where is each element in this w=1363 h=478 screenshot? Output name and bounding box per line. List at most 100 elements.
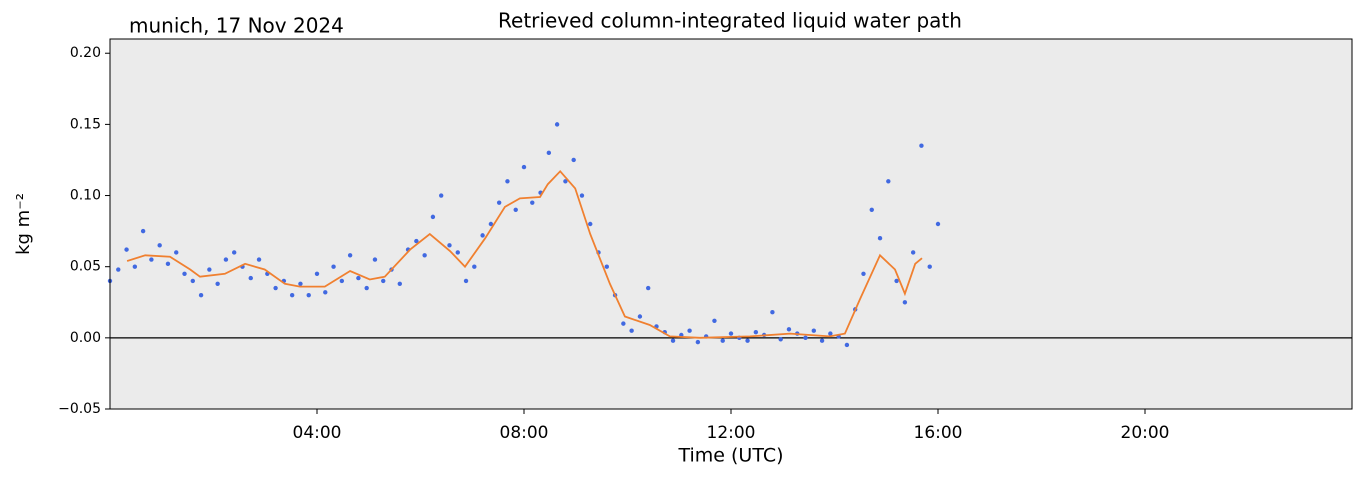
data-point <box>381 278 386 284</box>
data-point <box>480 233 485 238</box>
data-point <box>786 327 792 332</box>
data-point <box>687 328 692 333</box>
x-tick-label: 12:00 <box>707 423 756 443</box>
data-point <box>861 271 866 277</box>
data-point <box>910 250 916 255</box>
data-point <box>894 278 899 284</box>
data-point <box>571 157 576 163</box>
data-point <box>728 331 734 336</box>
data-point <box>919 143 924 148</box>
data-point <box>132 264 138 269</box>
data-point <box>579 193 585 198</box>
y-axis-label: kg m⁻² <box>13 193 34 255</box>
x-tick-label: 20:00 <box>1121 423 1170 443</box>
data-point <box>927 264 932 269</box>
plot-frame <box>109 38 1353 410</box>
data-point <box>819 338 825 343</box>
data-point <box>455 250 460 255</box>
data-point <box>770 310 775 315</box>
data-point <box>140 228 146 234</box>
data-point <box>521 164 527 170</box>
data-point <box>646 285 651 291</box>
plot-background <box>110 39 1352 409</box>
data-point <box>447 243 452 248</box>
data-point <box>439 193 444 198</box>
data-point <box>256 257 262 262</box>
data-point <box>695 339 701 345</box>
data-point <box>298 281 303 286</box>
data-point <box>289 292 295 298</box>
data-point <box>546 150 552 156</box>
data-point <box>207 267 212 272</box>
data-point <box>165 261 171 267</box>
x-tick-label: 16:00 <box>914 423 963 443</box>
data-point <box>637 314 643 319</box>
data-point <box>778 337 783 342</box>
data-point <box>116 267 121 272</box>
data-point <box>223 257 229 262</box>
data-point <box>306 292 311 298</box>
data-point <box>720 338 725 343</box>
data-point <box>422 253 427 258</box>
data-point <box>554 122 560 127</box>
data-point <box>190 278 195 284</box>
data-point <box>472 264 477 269</box>
data-point <box>414 238 419 244</box>
data-point <box>149 257 154 262</box>
data-point <box>248 275 253 281</box>
data-point <box>629 328 634 333</box>
x-axis-label: Time (UTC) <box>677 445 783 467</box>
data-point <box>314 271 320 277</box>
y-tick-label: 0.10 <box>70 188 101 204</box>
data-point <box>530 200 535 205</box>
data-point <box>513 207 518 212</box>
data-point <box>828 331 833 336</box>
data-point <box>331 264 336 269</box>
y-tick-label: 0.00 <box>70 330 101 346</box>
data-point <box>124 247 129 252</box>
data-point <box>463 278 469 284</box>
data-point <box>803 335 808 341</box>
y-tick-label: −0.05 <box>58 401 101 417</box>
data-point <box>397 281 402 286</box>
data-point <box>232 250 237 255</box>
data-point <box>588 221 593 227</box>
data-point <box>505 179 510 184</box>
data-point <box>273 285 278 291</box>
data-point <box>563 179 568 184</box>
data-point <box>347 253 353 258</box>
data-point <box>364 285 369 291</box>
data-point <box>157 243 162 248</box>
data-point <box>323 290 328 295</box>
data-point <box>496 200 502 205</box>
data-point <box>488 221 494 227</box>
data-point <box>356 275 361 281</box>
data-point <box>811 328 816 333</box>
smoothed-line <box>126 169 923 339</box>
y-tick-label: 0.15 <box>70 116 101 132</box>
data-point <box>869 207 874 212</box>
data-point <box>712 318 717 323</box>
data-point <box>886 179 891 184</box>
chart-title: Retrieved column-integrated liquid water… <box>498 9 962 33</box>
data-point <box>339 278 345 284</box>
x-tick-label: 08:00 <box>500 423 549 443</box>
data-point <box>745 338 750 343</box>
data-point <box>604 264 609 269</box>
data-point <box>877 236 883 241</box>
y-tick-label: 0.05 <box>70 259 101 275</box>
data-point <box>670 338 676 343</box>
data-point <box>935 221 941 227</box>
data-point <box>372 257 378 262</box>
y-tick-label: 0.20 <box>70 45 101 61</box>
data-point <box>198 292 204 298</box>
data-point <box>182 271 187 277</box>
data-point <box>430 214 436 220</box>
data-point <box>621 321 626 326</box>
data-point <box>174 250 179 255</box>
data-point <box>844 342 850 348</box>
x-tick-label: 04:00 <box>293 423 342 443</box>
data-point <box>753 329 759 335</box>
data-point <box>902 300 908 305</box>
